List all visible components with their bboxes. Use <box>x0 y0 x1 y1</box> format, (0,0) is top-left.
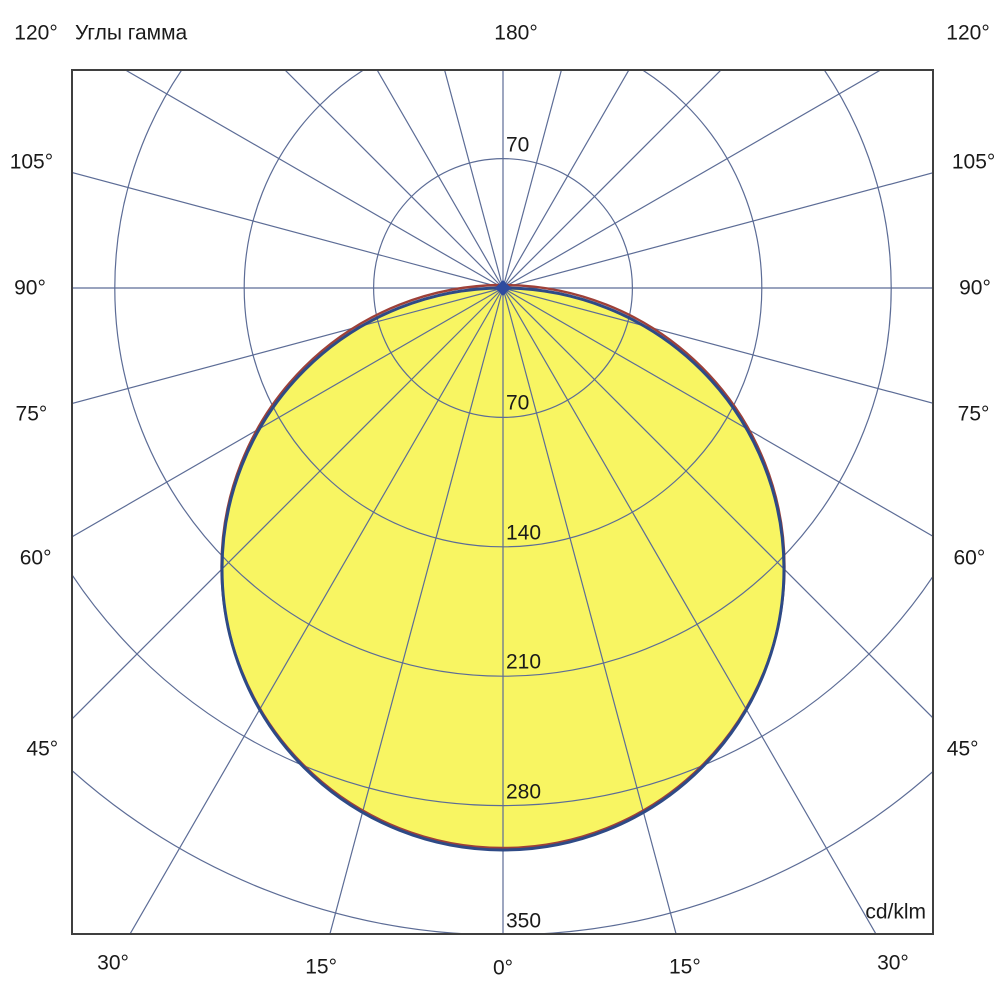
grid-ring <box>114 70 892 677</box>
gamma-angle-label-top-left: 120° <box>14 21 58 45</box>
gamma-angle-label-bottom: 15° <box>669 955 701 979</box>
ring-value-label: 350 <box>506 909 542 933</box>
gamma-angle-label-left: 45° <box>26 737 59 761</box>
gamma-angle-label-left: 60° <box>19 546 52 570</box>
gamma-angle-label-left: 90° <box>14 276 46 300</box>
grid-ring <box>372 157 634 419</box>
gamma-angle-label-right: 75° <box>957 402 990 426</box>
gamma-angle-label-bottom: 30° <box>97 951 129 975</box>
grid-radial-line <box>376 70 504 289</box>
ring-value-label-upper: 70 <box>506 133 530 157</box>
grid-radial-line <box>502 287 677 934</box>
ring-value-label: 140 <box>506 521 542 545</box>
ring-value-label: 70 <box>506 391 530 415</box>
gamma-angle-label-right: 105° <box>951 150 996 174</box>
gamma-angle-label-left: 75° <box>15 402 48 426</box>
ring-value-label: 280 <box>506 780 542 804</box>
grid-radial-line <box>72 171 504 289</box>
gamma-angle-label-bottom: 0° <box>492 956 514 980</box>
grid-radial-line <box>284 70 504 289</box>
grid-radial-line <box>502 287 877 934</box>
grid-radial-line <box>502 287 933 404</box>
grid-radial-line <box>129 287 504 934</box>
unit-label: cd/klm <box>865 900 926 924</box>
grid-radial-line <box>502 287 933 537</box>
grid-radial-line <box>502 70 722 289</box>
grid-radial-line <box>72 287 504 720</box>
grid-radial-line <box>502 70 630 289</box>
gamma-angle-label-right: 90° <box>959 276 991 300</box>
gamma-angle-label-top-center: 180° <box>494 21 538 45</box>
gamma-angle-label-right: 45° <box>946 737 979 761</box>
gamma-angle-label-top-right: 120° <box>946 21 990 45</box>
grid-ring <box>72 573 933 807</box>
grid-radial-line <box>502 172 933 289</box>
grid-radial-line <box>502 70 882 289</box>
gamma-angle-label-right: 60° <box>953 546 986 570</box>
chart-title: Углы гамма <box>75 21 188 45</box>
grid-radial-line <box>72 287 504 405</box>
plot-frame <box>71 69 934 935</box>
grid-radial-line <box>124 70 504 289</box>
gamma-angle-label-bottom: 30° <box>877 951 909 975</box>
grid-radial-line <box>502 287 933 719</box>
grid-radial-line <box>502 70 563 289</box>
pole-marker <box>495 280 511 296</box>
grid-radial-line <box>72 287 504 538</box>
ring-value-label: 210 <box>506 650 542 674</box>
grid-radial-line <box>443 70 504 289</box>
gamma-angle-label-left: 105° <box>9 150 54 174</box>
grid-radial-line <box>329 287 504 934</box>
grid-ring <box>243 70 763 548</box>
gamma-angle-label-bottom: 15° <box>305 955 337 979</box>
